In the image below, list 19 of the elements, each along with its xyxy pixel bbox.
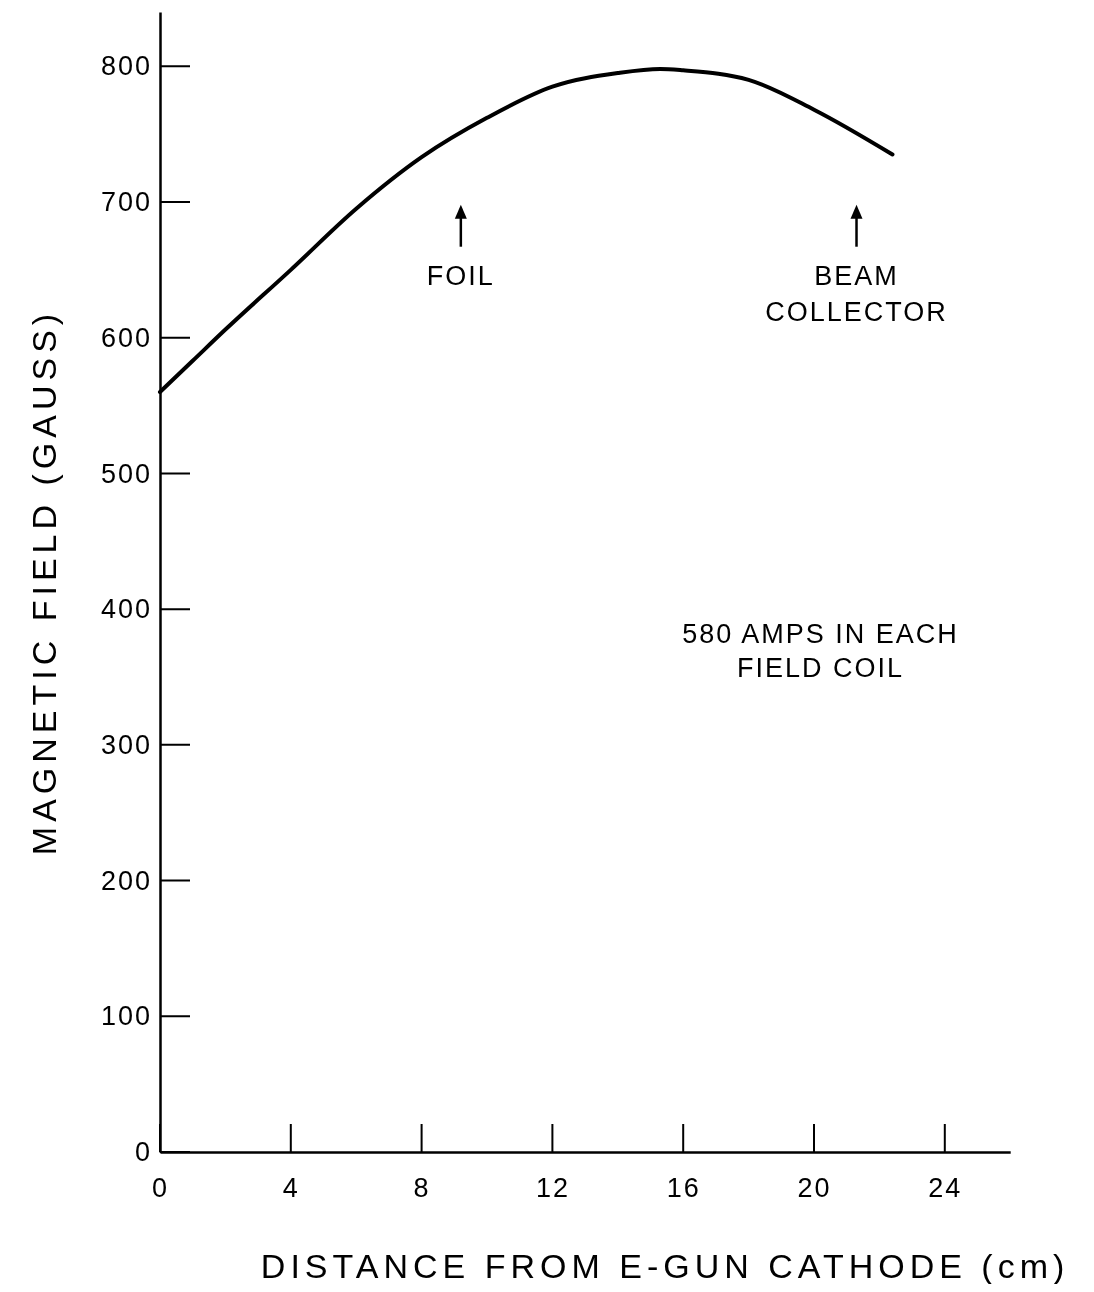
annotation: 580 AMPS IN EACH FIELD COIL [682,619,959,684]
x-tick-label: 16 [666,1173,701,1204]
y-tick-label: 700 [100,187,152,218]
x-tick-label: 24 [928,1173,963,1204]
x-tick-label: 20 [797,1173,832,1204]
y-tick-label: 100 [100,1001,152,1032]
annotation: BEAM COLLECTOR [765,260,948,327]
y-tick-label: 400 [100,594,152,625]
y-tick-label: 200 [100,865,152,896]
y-axis-title: MAGNETIC FIELD (GAUSS) [25,308,63,856]
y-tick-label: 300 [100,730,152,760]
x-tick-label: 4 [282,1173,300,1204]
annotation: FOIL [426,260,495,291]
y-tick-label: 600 [100,322,152,353]
x-tick-label: 8 [413,1173,431,1204]
y-tick-label: 800 [100,51,152,82]
y-tick-label: 500 [100,458,152,489]
y-tick-label: 0 [134,1137,152,1168]
x-tick-label: 12 [535,1173,570,1204]
